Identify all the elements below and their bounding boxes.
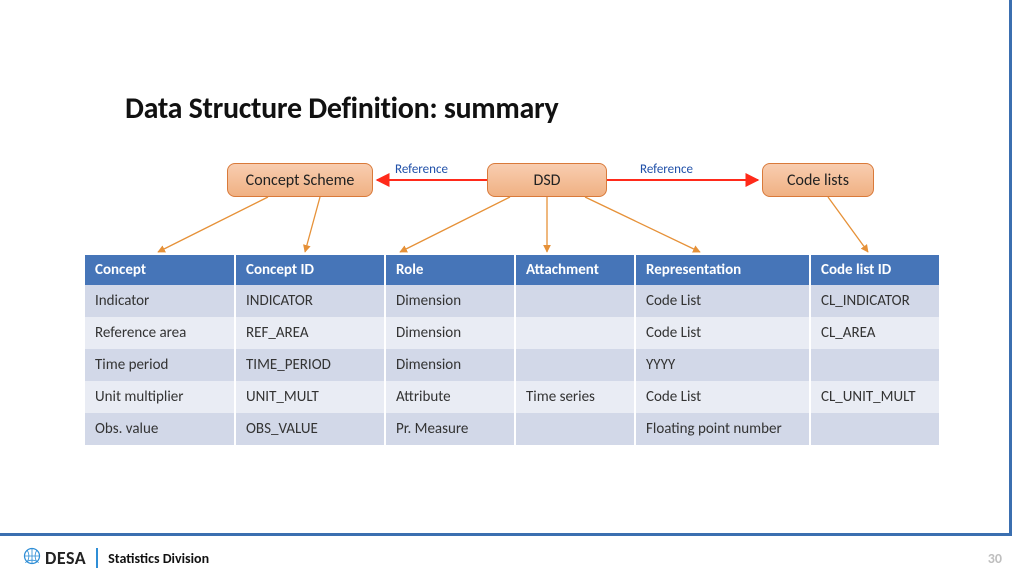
table-cell: Time series bbox=[515, 381, 635, 413]
footer-org: DESA bbox=[45, 547, 86, 569]
table-cell: CL_AREA bbox=[810, 317, 939, 349]
table-header-cell: Code list ID bbox=[810, 255, 939, 285]
table-row: Unit multiplierUNIT_MULTAttributeTime se… bbox=[85, 381, 939, 413]
table-cell bbox=[515, 349, 635, 381]
table-cell bbox=[810, 349, 939, 381]
table-cell bbox=[515, 285, 635, 317]
dsd-table: ConceptConcept IDRoleAttachmentRepresent… bbox=[85, 255, 939, 445]
table-cell: INDICATOR bbox=[235, 285, 385, 317]
frame-right bbox=[1009, 0, 1012, 536]
footer-separator bbox=[96, 548, 98, 568]
page-title: Data Structure Definition: summary bbox=[125, 90, 558, 127]
table-cell: REF_AREA bbox=[235, 317, 385, 349]
table-cell: Code List bbox=[635, 285, 810, 317]
table-cell: Pr. Measure bbox=[385, 413, 515, 445]
table-cell: Code List bbox=[635, 317, 810, 349]
table-cell: Obs. value bbox=[85, 413, 235, 445]
node-concept-scheme: Concept Scheme bbox=[227, 163, 373, 197]
table-cell: Attribute bbox=[385, 381, 515, 413]
table-header-cell: Concept bbox=[85, 255, 235, 285]
table-cell: YYYY bbox=[635, 349, 810, 381]
table-cell: OBS_VALUE bbox=[235, 413, 385, 445]
table-cell: Indicator bbox=[85, 285, 235, 317]
footer: DESA Statistics Division 30 bbox=[0, 540, 1024, 576]
table-cell: CL_UNIT_MULT bbox=[810, 381, 939, 413]
table-cell: UNIT_MULT bbox=[235, 381, 385, 413]
table-row: IndicatorINDICATORDimension Code ListCL_I… bbox=[85, 285, 939, 317]
table-cell: Floating point number bbox=[635, 413, 810, 445]
page-number: 30 bbox=[988, 550, 1002, 567]
table-cell: Time period bbox=[85, 349, 235, 381]
table-row: Obs. valueOBS_VALUEPr. Measure Floating p… bbox=[85, 413, 939, 445]
table-header-cell: Role bbox=[385, 255, 515, 285]
table-header-cell: Attachment bbox=[515, 255, 635, 285]
reference-label-left: Reference bbox=[395, 162, 448, 177]
table-cell: Dimension bbox=[385, 285, 515, 317]
table-cell: Reference area bbox=[85, 317, 235, 349]
table-header-row: ConceptConcept IDRoleAttachmentRepresent… bbox=[85, 255, 939, 285]
table-cell bbox=[515, 317, 635, 349]
footer-division: Statistics Division bbox=[108, 550, 209, 567]
table-cell: Dimension bbox=[385, 349, 515, 381]
slide: Data Structure Definition: summary Conce… bbox=[0, 0, 1024, 576]
table-cell: Dimension bbox=[385, 317, 515, 349]
table-cell bbox=[515, 413, 635, 445]
table-cell: CL_INDICATOR bbox=[810, 285, 939, 317]
table-row: Time periodTIME_PERIODDimension YYYY bbox=[85, 349, 939, 381]
table-header-cell: Concept ID bbox=[235, 255, 385, 285]
table-header-cell: Representation bbox=[635, 255, 810, 285]
frame-bottom bbox=[0, 533, 1012, 536]
reference-label-right: Reference bbox=[640, 162, 693, 177]
table-cell: TIME_PERIOD bbox=[235, 349, 385, 381]
table-cell: Unit multiplier bbox=[85, 381, 235, 413]
table-cell: Code List bbox=[635, 381, 810, 413]
un-logo-icon bbox=[22, 546, 42, 571]
table-row: Reference areaREF_AREADimension Code List… bbox=[85, 317, 939, 349]
node-code-lists: Code lists bbox=[762, 163, 874, 197]
node-dsd: DSD bbox=[487, 163, 607, 197]
table-cell bbox=[810, 413, 939, 445]
